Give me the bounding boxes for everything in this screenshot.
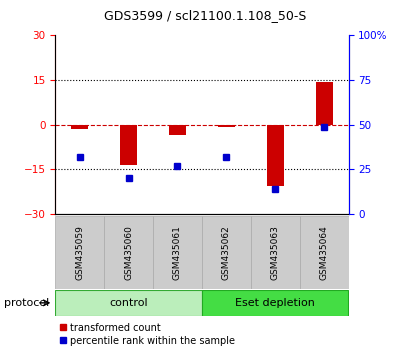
Bar [55,216,104,289]
Bar [266,125,283,186]
Bar [217,125,234,127]
Text: GSM435061: GSM435061 [173,225,182,280]
Bar [71,125,88,129]
Bar [201,290,348,316]
Bar [104,216,153,289]
Text: GSM435063: GSM435063 [270,225,279,280]
Bar [120,125,137,165]
Text: GSM435064: GSM435064 [319,225,328,280]
Bar [299,216,348,289]
Text: protocol: protocol [4,298,49,308]
Legend: transformed count, percentile rank within the sample: transformed count, percentile rank withi… [60,323,234,346]
Bar [201,216,250,289]
Text: GSM435062: GSM435062 [221,225,230,280]
Bar [55,290,202,316]
Text: GSM435060: GSM435060 [124,225,133,280]
Text: GDS3599 / scl21100.1.108_50-S: GDS3599 / scl21100.1.108_50-S [103,9,306,22]
Text: control: control [109,298,148,308]
Text: GSM435059: GSM435059 [75,225,84,280]
Bar [169,125,186,135]
Bar [315,81,332,125]
Bar [153,216,202,289]
Bar [250,216,299,289]
Text: Eset depletion: Eset depletion [235,298,315,308]
